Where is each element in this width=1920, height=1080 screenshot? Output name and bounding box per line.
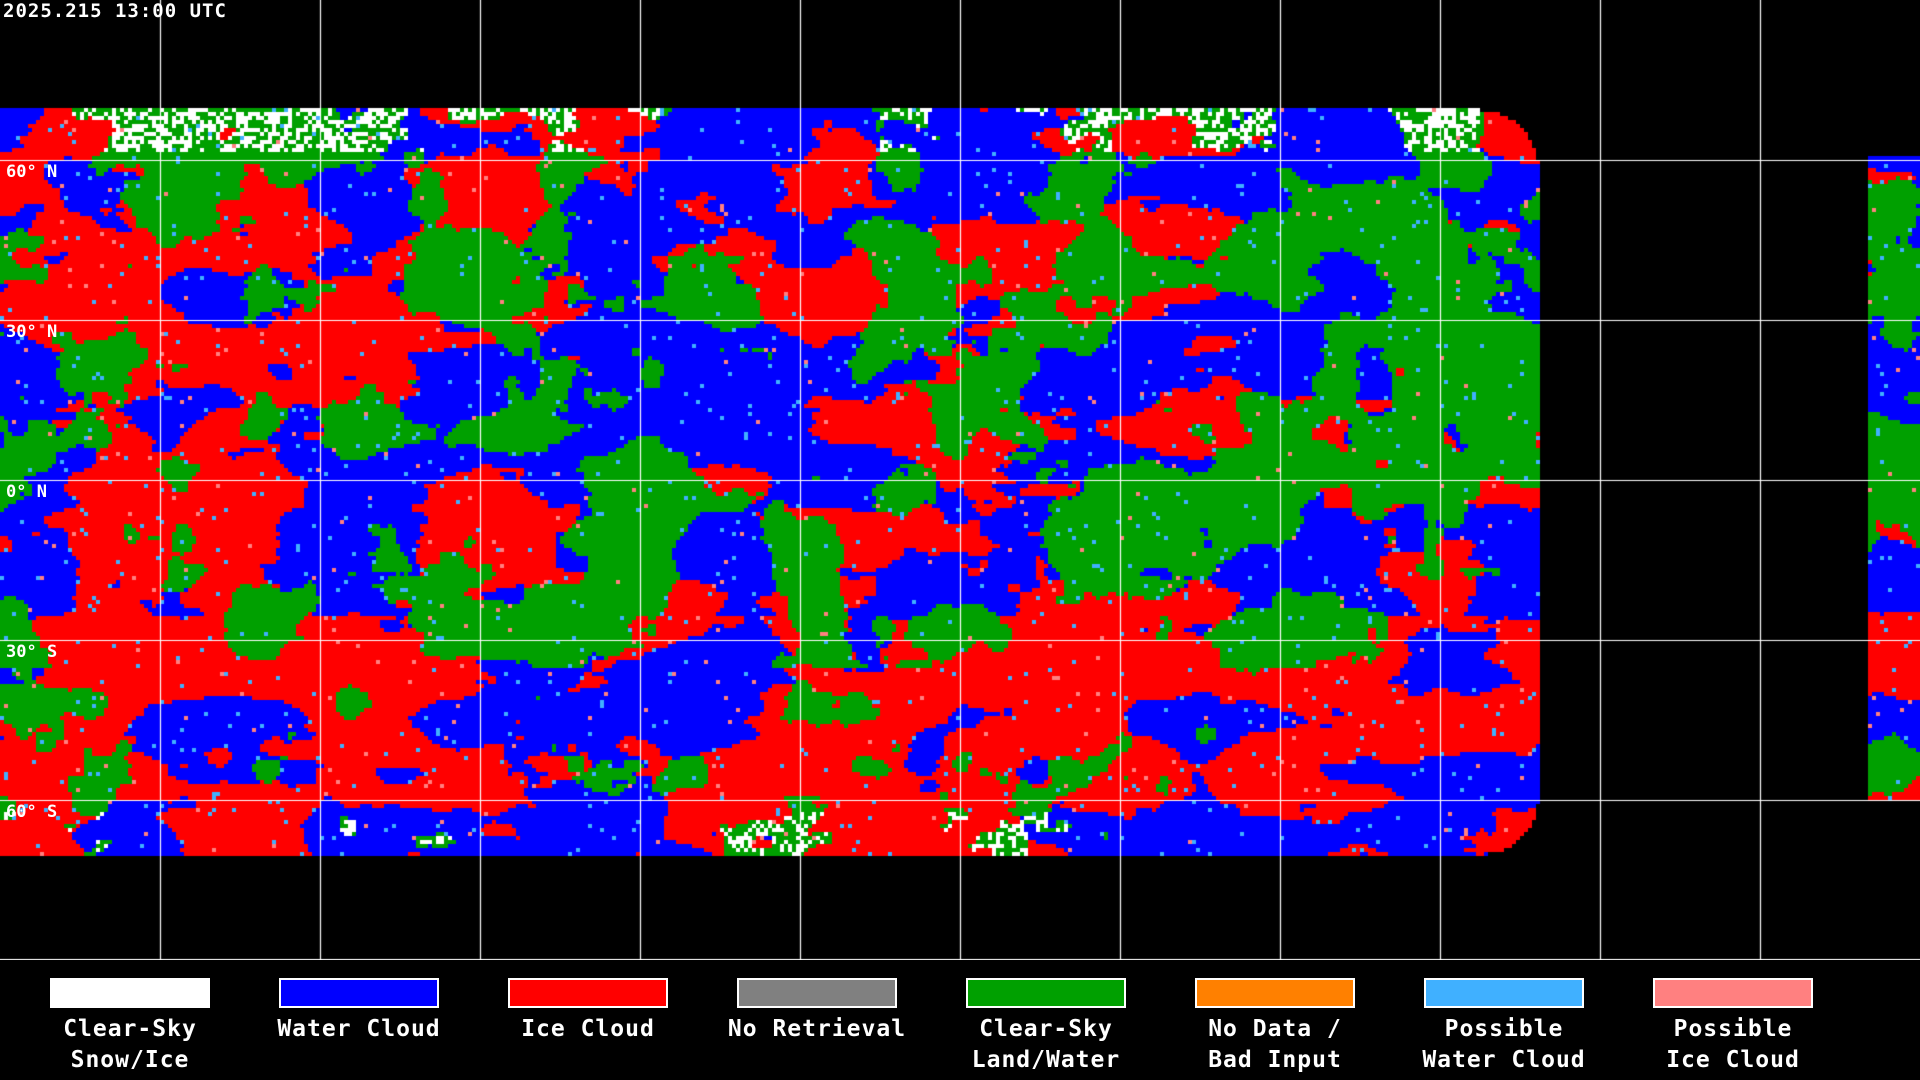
legend-label-line1: No Data / (1208, 1016, 1342, 1042)
legend-label: No Data / Bad Input (1160, 1014, 1390, 1076)
legend-swatch (1423, 977, 1585, 1009)
legend-label: Possible Water Cloud (1389, 1014, 1619, 1076)
legend-label-line2: Land/Water (971, 1047, 1121, 1073)
lat-label-30n: 30° N (6, 322, 58, 342)
legend-item: Clear-Sky Land/Water (931, 977, 1161, 1076)
cloud-phase-map (0, 0, 1920, 960)
legend-label: Possible Ice Cloud (1618, 1014, 1848, 1076)
legend-label-line2: Water Cloud (1422, 1047, 1586, 1073)
legend-item: Possible Ice Cloud (1618, 977, 1848, 1076)
legend-label: Clear-Sky Snow/Ice (15, 1014, 245, 1076)
legend-swatch (49, 977, 211, 1009)
legend-swatch (507, 977, 669, 1009)
legend-label-line1: Possible (1444, 1016, 1564, 1042)
legend-item: Ice Cloud (473, 977, 703, 1045)
legend-swatch (278, 977, 440, 1009)
legend-label-line2: Ice Cloud (1666, 1047, 1800, 1073)
legend-label-line1: Possible (1673, 1016, 1793, 1042)
legend-item: No Data / Bad Input (1160, 977, 1390, 1076)
legend-item: Possible Water Cloud (1389, 977, 1619, 1076)
legend-label-line1: No Retrieval (727, 1016, 907, 1042)
lat-label-0n: 0° N (6, 482, 47, 502)
lat-label-30s: 30° S (6, 642, 58, 662)
legend-item: Clear-Sky Snow/Ice (15, 977, 245, 1076)
legend-label-line1: Clear-Sky (979, 1016, 1113, 1042)
legend-swatch (1194, 977, 1356, 1009)
legend-label-line2: Bad Input (1208, 1047, 1342, 1073)
legend-label: Clear-Sky Land/Water (931, 1014, 1161, 1076)
legend-label: Ice Cloud (473, 1014, 703, 1045)
legend-swatch (1652, 977, 1814, 1009)
lat-label-60s: 60° S (6, 802, 58, 822)
legend-swatch (965, 977, 1127, 1009)
lat-label-60n: 60° N (6, 162, 58, 182)
legend-label: Water Cloud (244, 1014, 474, 1045)
legend-item: Water Cloud (244, 977, 474, 1045)
legend-label: No Retrieval (702, 1014, 932, 1045)
legend-item: No Retrieval (702, 977, 932, 1045)
legend-label-line1: Ice Cloud (521, 1016, 655, 1042)
legend-label-line1: Water Cloud (277, 1016, 441, 1042)
legend-swatch (736, 977, 898, 1009)
legend-label-line2: Snow/Ice (70, 1047, 190, 1073)
legend-label-line1: Clear-Sky (63, 1016, 197, 1042)
timestamp: 2025.215 13:00 UTC (3, 0, 227, 22)
